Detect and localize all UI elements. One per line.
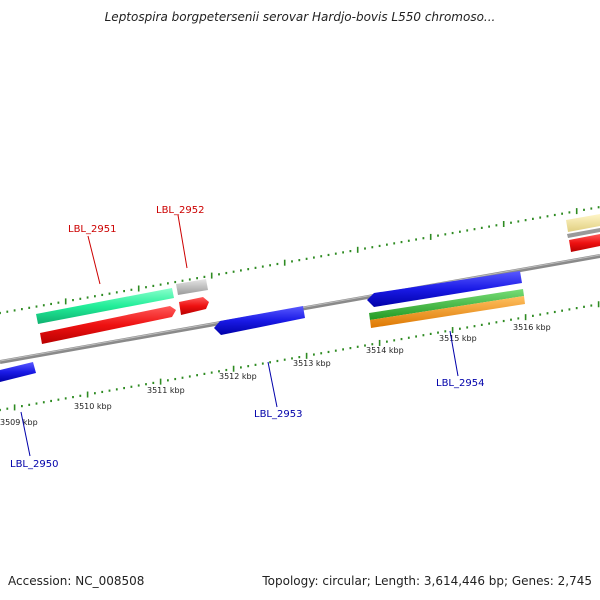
gene-lbl-2951-arrow[interactable] bbox=[40, 306, 176, 344]
leader-lbl-2954 bbox=[449, 330, 459, 377]
gene-lbl-2954-arrow[interactable] bbox=[367, 271, 522, 307]
kbp-label-3513: 3513 kbp bbox=[293, 359, 331, 368]
genome-stats-text: Topology: circular; Length: 3,614,446 bp… bbox=[262, 574, 592, 588]
gene-lbl-2950-arrow[interactable] bbox=[0, 362, 36, 382]
leader-lbl-2951 bbox=[87, 235, 101, 285]
gene-label-lbl-2954[interactable]: LBL_2954 bbox=[436, 378, 484, 389]
feature-pale-yellow[interactable] bbox=[566, 214, 600, 232]
kbp-label-3510: 3510 kbp bbox=[74, 402, 112, 411]
kbp-label-3509: 3509 kbp bbox=[0, 418, 38, 427]
gene-label-lbl-2951[interactable]: LBL_2951 bbox=[68, 224, 116, 235]
kbp-label-3514: 3514 kbp bbox=[366, 346, 404, 355]
accession-text: Accession: NC_008508 bbox=[8, 574, 145, 588]
leader-lbl-2953 bbox=[267, 361, 278, 408]
kbp-label-3516: 3516 kbp bbox=[513, 323, 551, 332]
gene-red-edge[interactable] bbox=[569, 234, 600, 252]
forward-tick-track bbox=[0, 206, 600, 315]
kbp-label-3511: 3511 kbp bbox=[147, 386, 185, 395]
kbp-label-3515: 3515 kbp bbox=[439, 334, 477, 343]
gene-label-lbl-2952[interactable]: LBL_2952 bbox=[156, 205, 204, 216]
gc-feature-green[interactable] bbox=[369, 289, 524, 320]
leader-lbl-2952 bbox=[177, 214, 188, 269]
kbp-label-3512: 3512 kbp bbox=[219, 372, 257, 381]
gene-label-lbl-2950[interactable]: LBL_2950 bbox=[10, 459, 58, 470]
gene-label-lbl-2953[interactable]: LBL_2953 bbox=[254, 409, 302, 420]
reverse-tick-track bbox=[0, 301, 600, 412]
gc-feature-orange[interactable] bbox=[370, 296, 525, 328]
pseudogene-gray[interactable] bbox=[176, 279, 208, 295]
gene-lbl-2952-arrow[interactable] bbox=[179, 297, 209, 315]
feature-gray-edge[interactable] bbox=[567, 228, 600, 238]
map-title: Leptospira borgpetersenii serovar Hardjo… bbox=[104, 10, 496, 24]
leader-lbl-2950 bbox=[20, 411, 31, 457]
rna-feature-mint[interactable] bbox=[36, 288, 174, 324]
gene-lbl-2953-arrow[interactable] bbox=[214, 306, 305, 335]
